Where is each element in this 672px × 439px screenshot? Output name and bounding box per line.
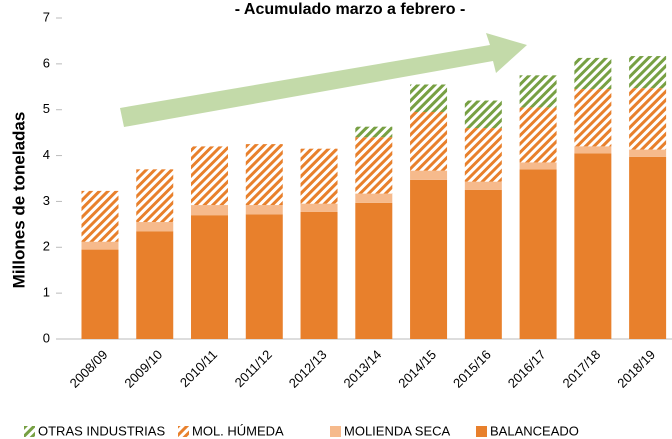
- chart-title: - Acumulado marzo a febrero -: [235, 1, 466, 18]
- trend-arrow: [120, 33, 527, 127]
- bar-segment: [519, 169, 557, 339]
- x-tick-label: 2016/17: [505, 347, 549, 391]
- x-tick-label: 2012/13: [286, 347, 330, 391]
- bar-segment: [300, 203, 338, 212]
- bar-segment: [574, 89, 612, 147]
- bar-segment: [355, 126, 393, 138]
- y-axis-label: Millones de toneladas: [9, 112, 28, 289]
- legend-label: OTRAS INDUSTRIAS: [38, 423, 165, 438]
- bar-segment: [574, 146, 612, 154]
- bar-segment: [629, 56, 667, 89]
- legend-label: BALANCEADO: [490, 423, 579, 438]
- x-tick-label: 2015/16: [450, 347, 494, 391]
- bar-segment: [574, 153, 612, 339]
- bar-segment: [245, 205, 283, 215]
- bar-segment: [519, 162, 557, 170]
- bar-segment: [191, 215, 229, 339]
- bar-segment: [355, 137, 393, 194]
- bar-segment: [410, 179, 448, 339]
- bar-segment: [464, 189, 502, 339]
- bar-segment: [355, 202, 393, 339]
- bar-segment: [464, 128, 502, 182]
- legend-swatch: [330, 426, 341, 437]
- legend-label: MOLIENDA SECA: [344, 423, 451, 438]
- y-tick-label: 4: [43, 147, 50, 162]
- bar-segment: [136, 222, 174, 232]
- bar-segment: [245, 144, 283, 206]
- x-tick-label: 2010/11: [177, 347, 220, 390]
- bar-segment: [191, 205, 229, 216]
- y-tick-label: 3: [43, 193, 50, 208]
- legend-label: MOL. HÚMEDA: [192, 423, 284, 438]
- y-tick-label: 1: [43, 285, 50, 300]
- bar-segment: [519, 107, 557, 163]
- bar-segment: [464, 100, 502, 129]
- y-tick-label: 0: [43, 330, 50, 345]
- bar-segment: [136, 231, 174, 339]
- bar-segment: [574, 57, 612, 90]
- legend-swatch: [476, 426, 487, 437]
- bar-segment: [300, 148, 338, 204]
- y-tick-label: 2: [43, 239, 50, 254]
- bar-segment: [410, 170, 448, 180]
- bar-segment: [410, 112, 448, 171]
- bar-segment: [81, 241, 119, 250]
- x-tick-label: 2018/19: [614, 347, 658, 391]
- x-tick-label: 2014/15: [395, 347, 439, 391]
- bar-segment: [464, 181, 502, 190]
- legend-swatch: [24, 426, 35, 437]
- bar-segment: [136, 169, 174, 223]
- bar-segment: [355, 193, 393, 203]
- bar-segment: [519, 75, 557, 108]
- bar-segment: [245, 214, 283, 339]
- bar-segment: [629, 88, 667, 150]
- bar-segment: [629, 149, 667, 157]
- bar-segment: [81, 190, 119, 242]
- y-tick-label: 6: [43, 55, 50, 70]
- bar-segment: [81, 249, 119, 339]
- bar-segment: [191, 146, 229, 206]
- legend-swatch: [178, 426, 189, 437]
- bar-segment: [300, 211, 338, 339]
- x-tick-label: 2017/18: [560, 347, 604, 391]
- x-tick-label: 2008/09: [67, 347, 111, 391]
- x-tick-label: 2009/10: [121, 347, 165, 391]
- bar-segment: [410, 84, 448, 113]
- x-tick-label: 2011/12: [232, 347, 275, 390]
- x-tick-label: 2013/14: [341, 347, 385, 391]
- y-tick-label: 7: [43, 9, 50, 24]
- y-tick-label: 5: [43, 101, 50, 116]
- bar-segment: [629, 156, 667, 339]
